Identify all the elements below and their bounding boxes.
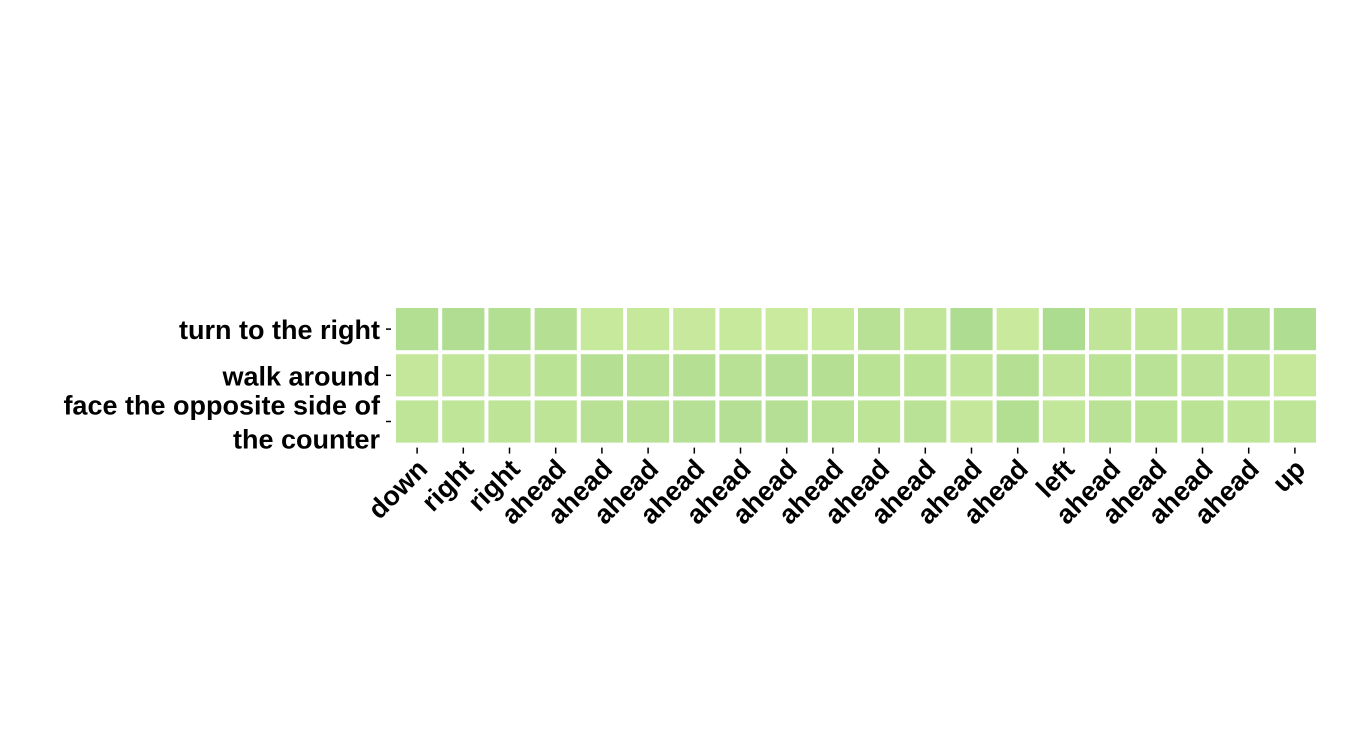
heatmap-cell xyxy=(858,400,901,443)
heatmap-cell xyxy=(950,354,993,397)
heatmap-cell xyxy=(1135,400,1178,443)
heatmap-cell xyxy=(1273,400,1316,443)
heatmap-cell xyxy=(534,354,577,397)
heatmap-cell xyxy=(627,308,670,351)
heatmap-cell xyxy=(1042,354,1085,397)
heatmap-cell xyxy=(1273,308,1316,351)
heatmap-cell xyxy=(673,354,716,397)
heatmap-cell xyxy=(996,354,1039,397)
heatmap-cell xyxy=(488,354,531,397)
heatmap-cells xyxy=(396,308,1316,443)
heatmap-cell xyxy=(534,400,577,443)
heatmap-cell xyxy=(396,400,439,443)
heatmap-cell xyxy=(996,400,1039,443)
heatmap-cell xyxy=(811,308,854,351)
heatmap-cell xyxy=(904,400,947,443)
heatmap-cell xyxy=(442,308,485,351)
heatmap-cell xyxy=(580,400,623,443)
heatmap-cell xyxy=(1089,354,1132,397)
heatmap-cell xyxy=(1042,400,1085,443)
x-tick-label: right xyxy=(416,454,480,518)
heatmap-cell xyxy=(719,400,762,443)
heatmap-cell xyxy=(719,354,762,397)
heatmap-cell xyxy=(765,400,808,443)
heatmap-cell xyxy=(765,308,808,351)
y-tick-label: turn to the right xyxy=(179,315,380,345)
heatmap-cell xyxy=(1227,354,1270,397)
heatmap-cell xyxy=(996,308,1039,351)
heatmap-cell xyxy=(858,354,901,397)
heatmap-cell xyxy=(1181,354,1224,397)
heatmap-cell xyxy=(1227,308,1270,351)
x-axis: downrightrightaheadaheadaheadaheadaheada… xyxy=(362,447,1312,530)
heatmap-cell xyxy=(442,354,485,397)
heatmap-cell xyxy=(627,400,670,443)
heatmap-cell xyxy=(1135,308,1178,351)
y-tick-label: face the opposite side of the counter xyxy=(63,391,381,455)
heatmap-cell xyxy=(488,400,531,443)
y-tick-label: walk around xyxy=(221,361,380,391)
heatmap-cell xyxy=(627,354,670,397)
heatmap-cell xyxy=(396,354,439,397)
heatmap-cell xyxy=(1273,354,1316,397)
heatmap-cell xyxy=(904,308,947,351)
heatmap-cell xyxy=(1181,308,1224,351)
heatmap-cell xyxy=(534,308,577,351)
heatmap-cell xyxy=(1181,400,1224,443)
heatmap-cell xyxy=(1042,308,1085,351)
heatmap-cell xyxy=(811,354,854,397)
heatmap-cell xyxy=(580,354,623,397)
heatmap-cell xyxy=(442,400,485,443)
heatmap-cell xyxy=(580,308,623,351)
heatmap-cell xyxy=(1227,400,1270,443)
heatmap-cell xyxy=(488,308,531,351)
heatmap-cell xyxy=(950,308,993,351)
heatmap-cell xyxy=(396,308,439,351)
heatmap-cell xyxy=(811,400,854,443)
heatmap-cell xyxy=(673,308,716,351)
heatmap-cell xyxy=(765,354,808,397)
heatmap-cell xyxy=(904,354,947,397)
heatmap-cell xyxy=(719,308,762,351)
heatmap-cell xyxy=(950,400,993,443)
heatmap-cell xyxy=(1089,400,1132,443)
x-tick-label: up xyxy=(1267,454,1312,499)
heatmap-cell xyxy=(1089,308,1132,351)
heatmap-cell xyxy=(858,308,901,351)
heatmap-cell xyxy=(1135,354,1178,397)
heatmap-cell xyxy=(673,400,716,443)
